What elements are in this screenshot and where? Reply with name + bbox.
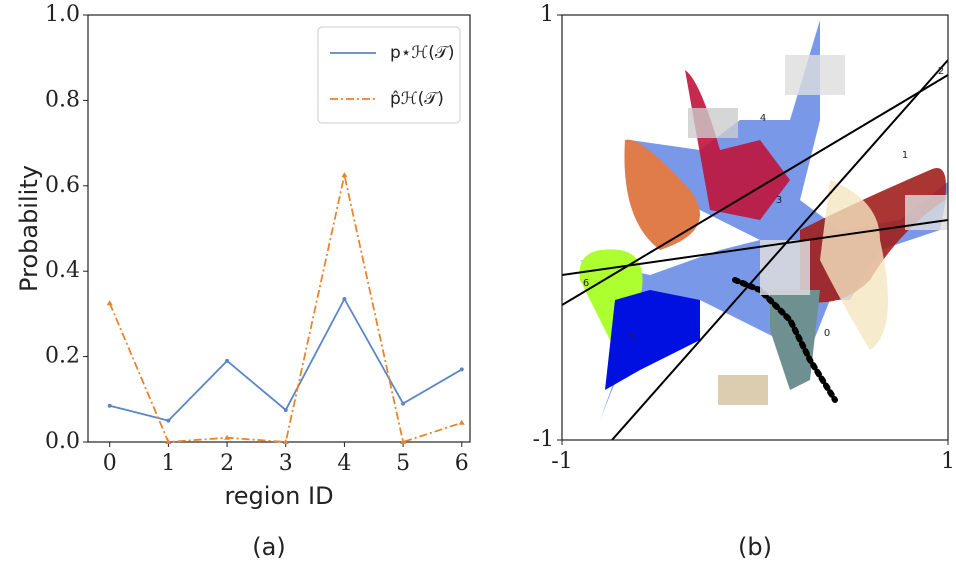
y-tick-label: 0.4 xyxy=(45,258,80,283)
x-tick-label: 1 xyxy=(161,451,175,476)
point xyxy=(224,434,231,440)
legend-label: p̂ℋ(𝒯) xyxy=(390,89,444,109)
x-tick-label: 0 xyxy=(103,451,117,476)
plot-frame xyxy=(561,14,949,441)
region-label: 6 xyxy=(583,278,589,289)
point xyxy=(282,439,289,444)
region-label: 0 xyxy=(824,328,830,339)
y-tick-label: 0.0 xyxy=(45,429,80,454)
point xyxy=(225,358,230,363)
region-label: 4 xyxy=(760,113,766,124)
point xyxy=(165,439,172,444)
y-tick-label: 0.2 xyxy=(45,344,80,369)
x-tick-label: 4 xyxy=(337,451,351,476)
panel-caption: (b) xyxy=(738,533,772,561)
x-tick-label: 5 xyxy=(396,451,410,476)
point xyxy=(459,367,464,372)
panel-caption: (a) xyxy=(252,533,285,561)
region-label: 3 xyxy=(776,195,782,206)
y-tick-label: 0.6 xyxy=(45,173,80,198)
x-tick-label: 1 xyxy=(941,449,955,474)
point xyxy=(106,300,113,306)
x-tick-label: -1 xyxy=(551,449,572,474)
y-tick-label: 1.0 xyxy=(45,2,80,27)
y-tick-label: 1 xyxy=(540,2,554,27)
point xyxy=(341,172,348,178)
point xyxy=(342,296,347,301)
y-tick-label: 0.8 xyxy=(45,87,80,112)
series-line xyxy=(108,174,463,444)
x-axis-label: region ID xyxy=(224,482,333,510)
x-tick-label: 2 xyxy=(220,451,234,476)
series-line xyxy=(109,297,463,422)
region-label: 2 xyxy=(938,66,944,77)
x-tick-label: 3 xyxy=(279,451,293,476)
point xyxy=(458,419,465,425)
point xyxy=(401,401,406,406)
y-tick-label: -1 xyxy=(533,427,554,452)
embedding-art xyxy=(562,20,948,440)
region-label: 5 xyxy=(629,332,635,343)
point xyxy=(166,418,171,423)
y-axis-label: Probability xyxy=(15,165,43,292)
point xyxy=(400,439,407,444)
point xyxy=(283,407,288,412)
legend-label: p⋆ℋ(𝒯) xyxy=(390,43,455,63)
x-tick-label: 6 xyxy=(455,451,469,476)
region-label: 1 xyxy=(902,150,908,161)
point xyxy=(107,403,112,408)
